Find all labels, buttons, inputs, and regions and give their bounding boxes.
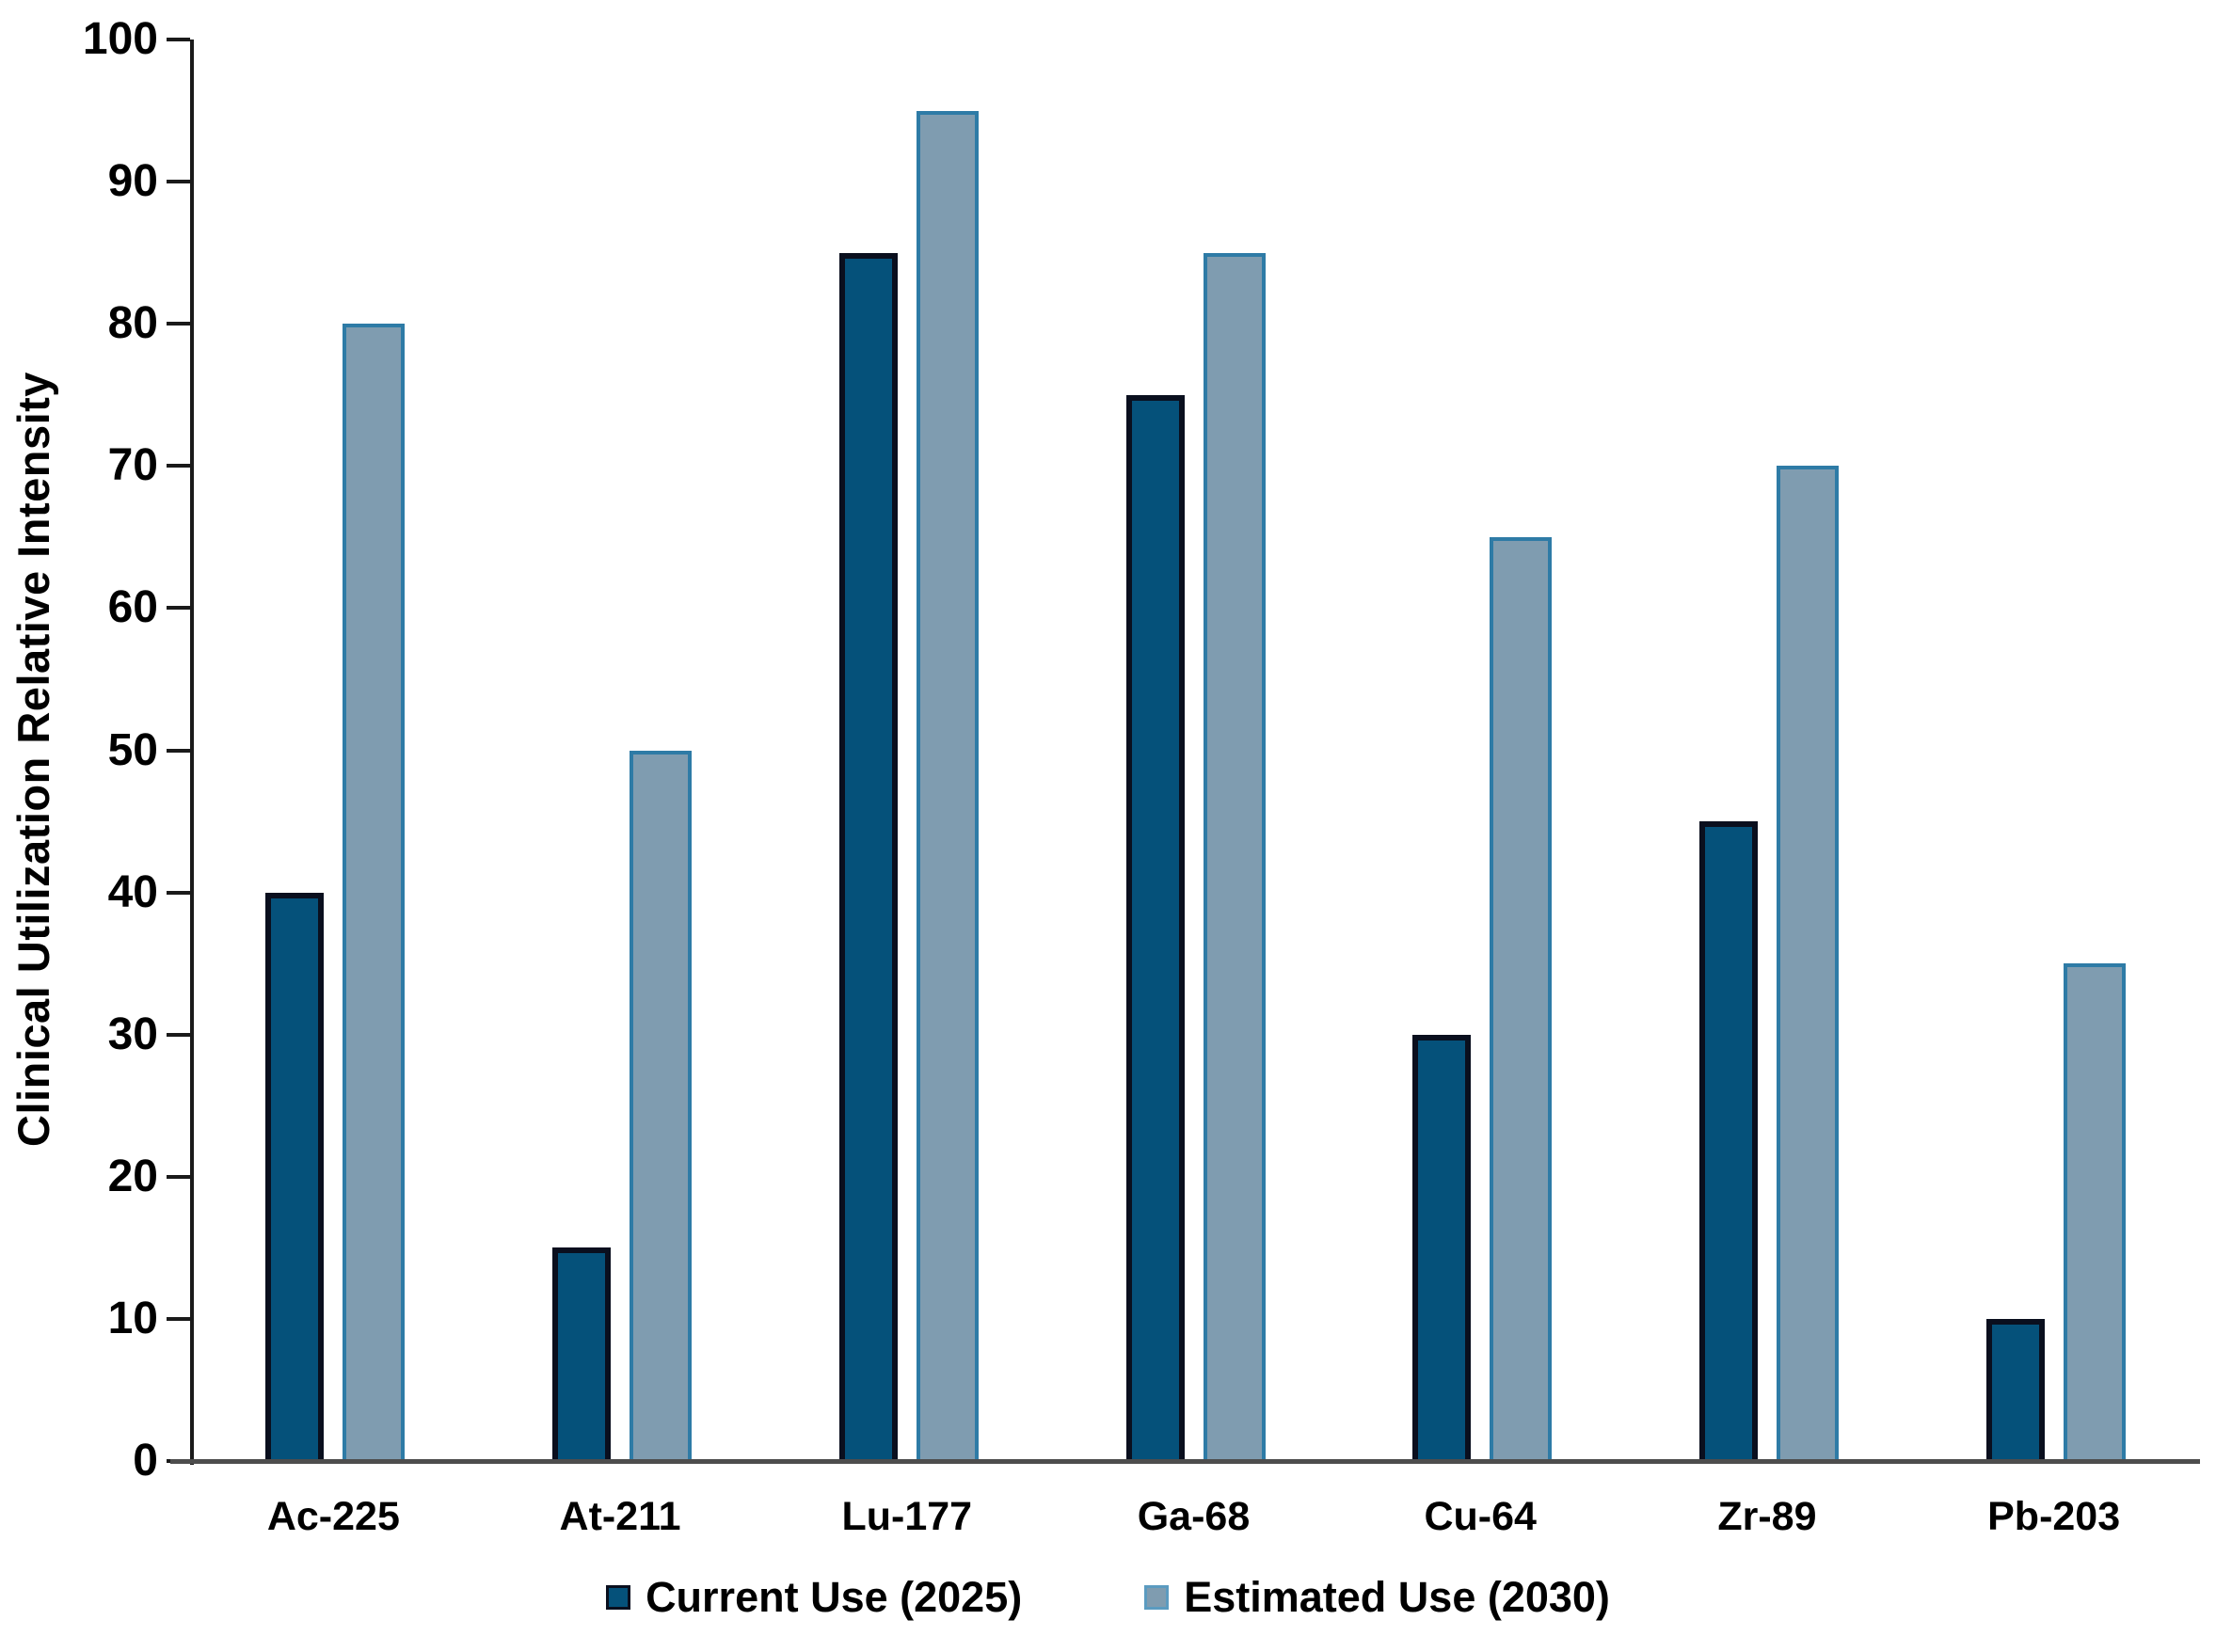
legend: Current Use (2025) Estimated Use (2030)	[0, 1573, 2216, 1622]
y-tick-label: 60	[107, 582, 158, 633]
bar-current-Ga-68	[1125, 394, 1185, 1461]
y-tick-label: 90	[107, 156, 158, 207]
y-tick-label: 40	[107, 866, 158, 917]
bar-current-Ac-225	[265, 892, 325, 1461]
y-tick-label: 100	[82, 14, 158, 64]
bar-current-Zr-89	[1698, 821, 1758, 1461]
x-category-label-Ga-68: Ga-68	[1137, 1494, 1251, 1539]
x-axis-line	[170, 1459, 2200, 1464]
y-tick-label: 0	[133, 1436, 158, 1485]
y-tick-mark	[167, 890, 190, 895]
y-tick-mark	[167, 464, 190, 469]
bar-estimated-Ga-68	[1203, 252, 1266, 1461]
y-tick-mark	[167, 1032, 190, 1037]
bar-current-At-211	[552, 1247, 612, 1461]
y-tick-mark	[167, 1316, 190, 1321]
y-tick-label: 70	[107, 440, 158, 491]
legend-item-estimated: Estimated Use (2030)	[1144, 1573, 1610, 1622]
y-tick-mark	[167, 1174, 190, 1179]
bar-current-Cu-64	[1412, 1034, 1472, 1461]
y-tick-mark	[167, 180, 190, 184]
legend-label: Current Use (2025)	[646, 1573, 1023, 1621]
legend-swatch-current	[606, 1585, 631, 1610]
bar-estimated-Lu-177	[916, 110, 979, 1461]
y-tick-label: 10	[107, 1293, 158, 1343]
bar-estimated-At-211	[630, 750, 693, 1461]
legend-swatch-estimated	[1144, 1585, 1170, 1610]
bar-estimated-Ac-225	[343, 324, 406, 1461]
legend-label: Estimated Use (2030)	[1184, 1573, 1610, 1621]
y-tick-mark	[167, 606, 190, 611]
x-category-label-Lu-177: Lu-177	[841, 1494, 973, 1539]
bar-current-Pb-203	[1985, 1318, 2045, 1461]
y-tick-label: 30	[107, 1009, 158, 1059]
y-tick-mark	[167, 748, 190, 753]
bar-estimated-Cu-64	[1490, 536, 1553, 1461]
y-tick-mark	[167, 322, 190, 326]
bar-estimated-Zr-89	[1776, 466, 1839, 1461]
y-tick-label: 20	[107, 1151, 158, 1201]
y-tick-label: 50	[107, 724, 158, 775]
x-category-label-Zr-89: Zr-89	[1717, 1494, 1817, 1539]
legend-item-current: Current Use (2025)	[606, 1573, 1022, 1622]
y-axis-line	[190, 40, 194, 1465]
bar-estimated-Pb-203	[2063, 963, 2126, 1461]
y-tick-mark	[167, 38, 190, 41]
y-tick-label: 80	[107, 298, 158, 349]
x-category-label-Ac-225: Ac-225	[266, 1494, 400, 1539]
x-category-label-At-211: At-211	[559, 1494, 681, 1539]
x-category-label-Pb-203: Pb-203	[1987, 1494, 2121, 1539]
x-category-label-Cu-64: Cu-64	[1424, 1494, 1537, 1539]
bar-current-Lu-177	[838, 252, 898, 1461]
